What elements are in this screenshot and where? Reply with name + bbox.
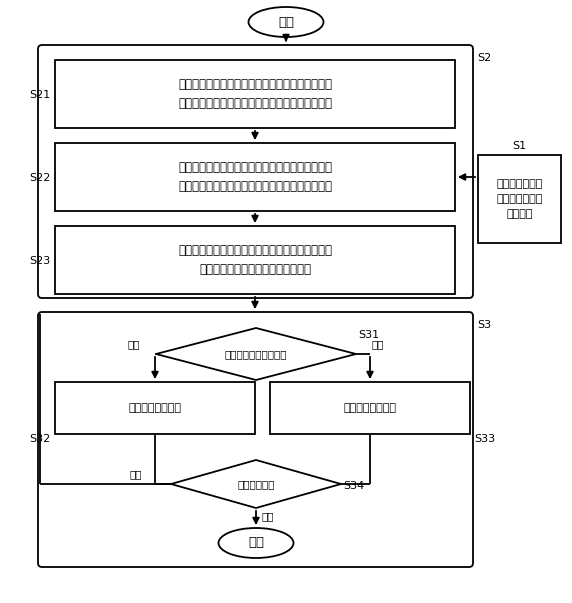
Text: S22: S22 — [30, 173, 51, 183]
Bar — [55, 143, 455, 211]
Polygon shape — [156, 328, 356, 380]
Ellipse shape — [248, 7, 324, 37]
Text: S33: S33 — [474, 434, 495, 444]
Text: 读取最近一次码率调整之前预设时间内所述本地端
中接收的数据包，并记录读出的数据包的第一数量: 读取最近一次码率调整之前预设时间内所述本地端 中接收的数据包，并记录读出的数据包… — [178, 78, 332, 110]
Text: 增加码率处理流程: 增加码率处理流程 — [129, 403, 181, 413]
Text: 判断当前码率调整状态: 判断当前码率调整状态 — [225, 349, 287, 359]
Text: S32: S32 — [30, 434, 51, 444]
Text: 判断循环状态: 判断循环状态 — [237, 479, 275, 489]
Text: 开始: 开始 — [278, 16, 294, 28]
Text: 减少: 减少 — [372, 339, 384, 349]
Text: 增加: 增加 — [128, 339, 140, 349]
Text: 继续: 继续 — [130, 469, 142, 479]
Text: 减少码率处理流程: 减少码率处理流程 — [344, 403, 396, 413]
Text: S3: S3 — [477, 320, 491, 330]
Text: S31: S31 — [358, 330, 379, 340]
Text: 停止: 停止 — [262, 511, 274, 521]
Bar — [55, 226, 455, 294]
Text: 根据接收数据包时打印的时间戳对应的心跳值，为
读取的每一数据包添加对应的心跳值: 根据接收数据包时打印的时间戳对应的心跳值，为 读取的每一数据包添加对应的心跳值 — [178, 244, 332, 276]
Text: S34: S34 — [343, 481, 364, 491]
Text: S21: S21 — [30, 90, 51, 100]
Bar — [55, 60, 455, 128]
Bar — [478, 155, 561, 243]
Bar — [55, 382, 255, 434]
Text: S2: S2 — [477, 53, 491, 63]
Text: S23: S23 — [30, 256, 51, 266]
Ellipse shape — [219, 528, 293, 558]
FancyBboxPatch shape — [38, 312, 473, 567]
Text: S1: S1 — [513, 141, 527, 151]
FancyBboxPatch shape — [38, 45, 473, 298]
Text: 结束: 结束 — [248, 537, 264, 549]
Polygon shape — [171, 460, 341, 508]
Text: 读取最近一次码率调整之后预设时间内所述本地端
中接收的数据包，并记录读出的数据包的第二数量: 读取最近一次码率调整之后预设时间内所述本地端 中接收的数据包，并记录读出的数据包… — [178, 161, 332, 193]
Bar — [270, 382, 470, 434]
Text: 接收外部端发送
至本地端的数据
包并存储: 接收外部端发送 至本地端的数据 包并存储 — [496, 179, 543, 219]
